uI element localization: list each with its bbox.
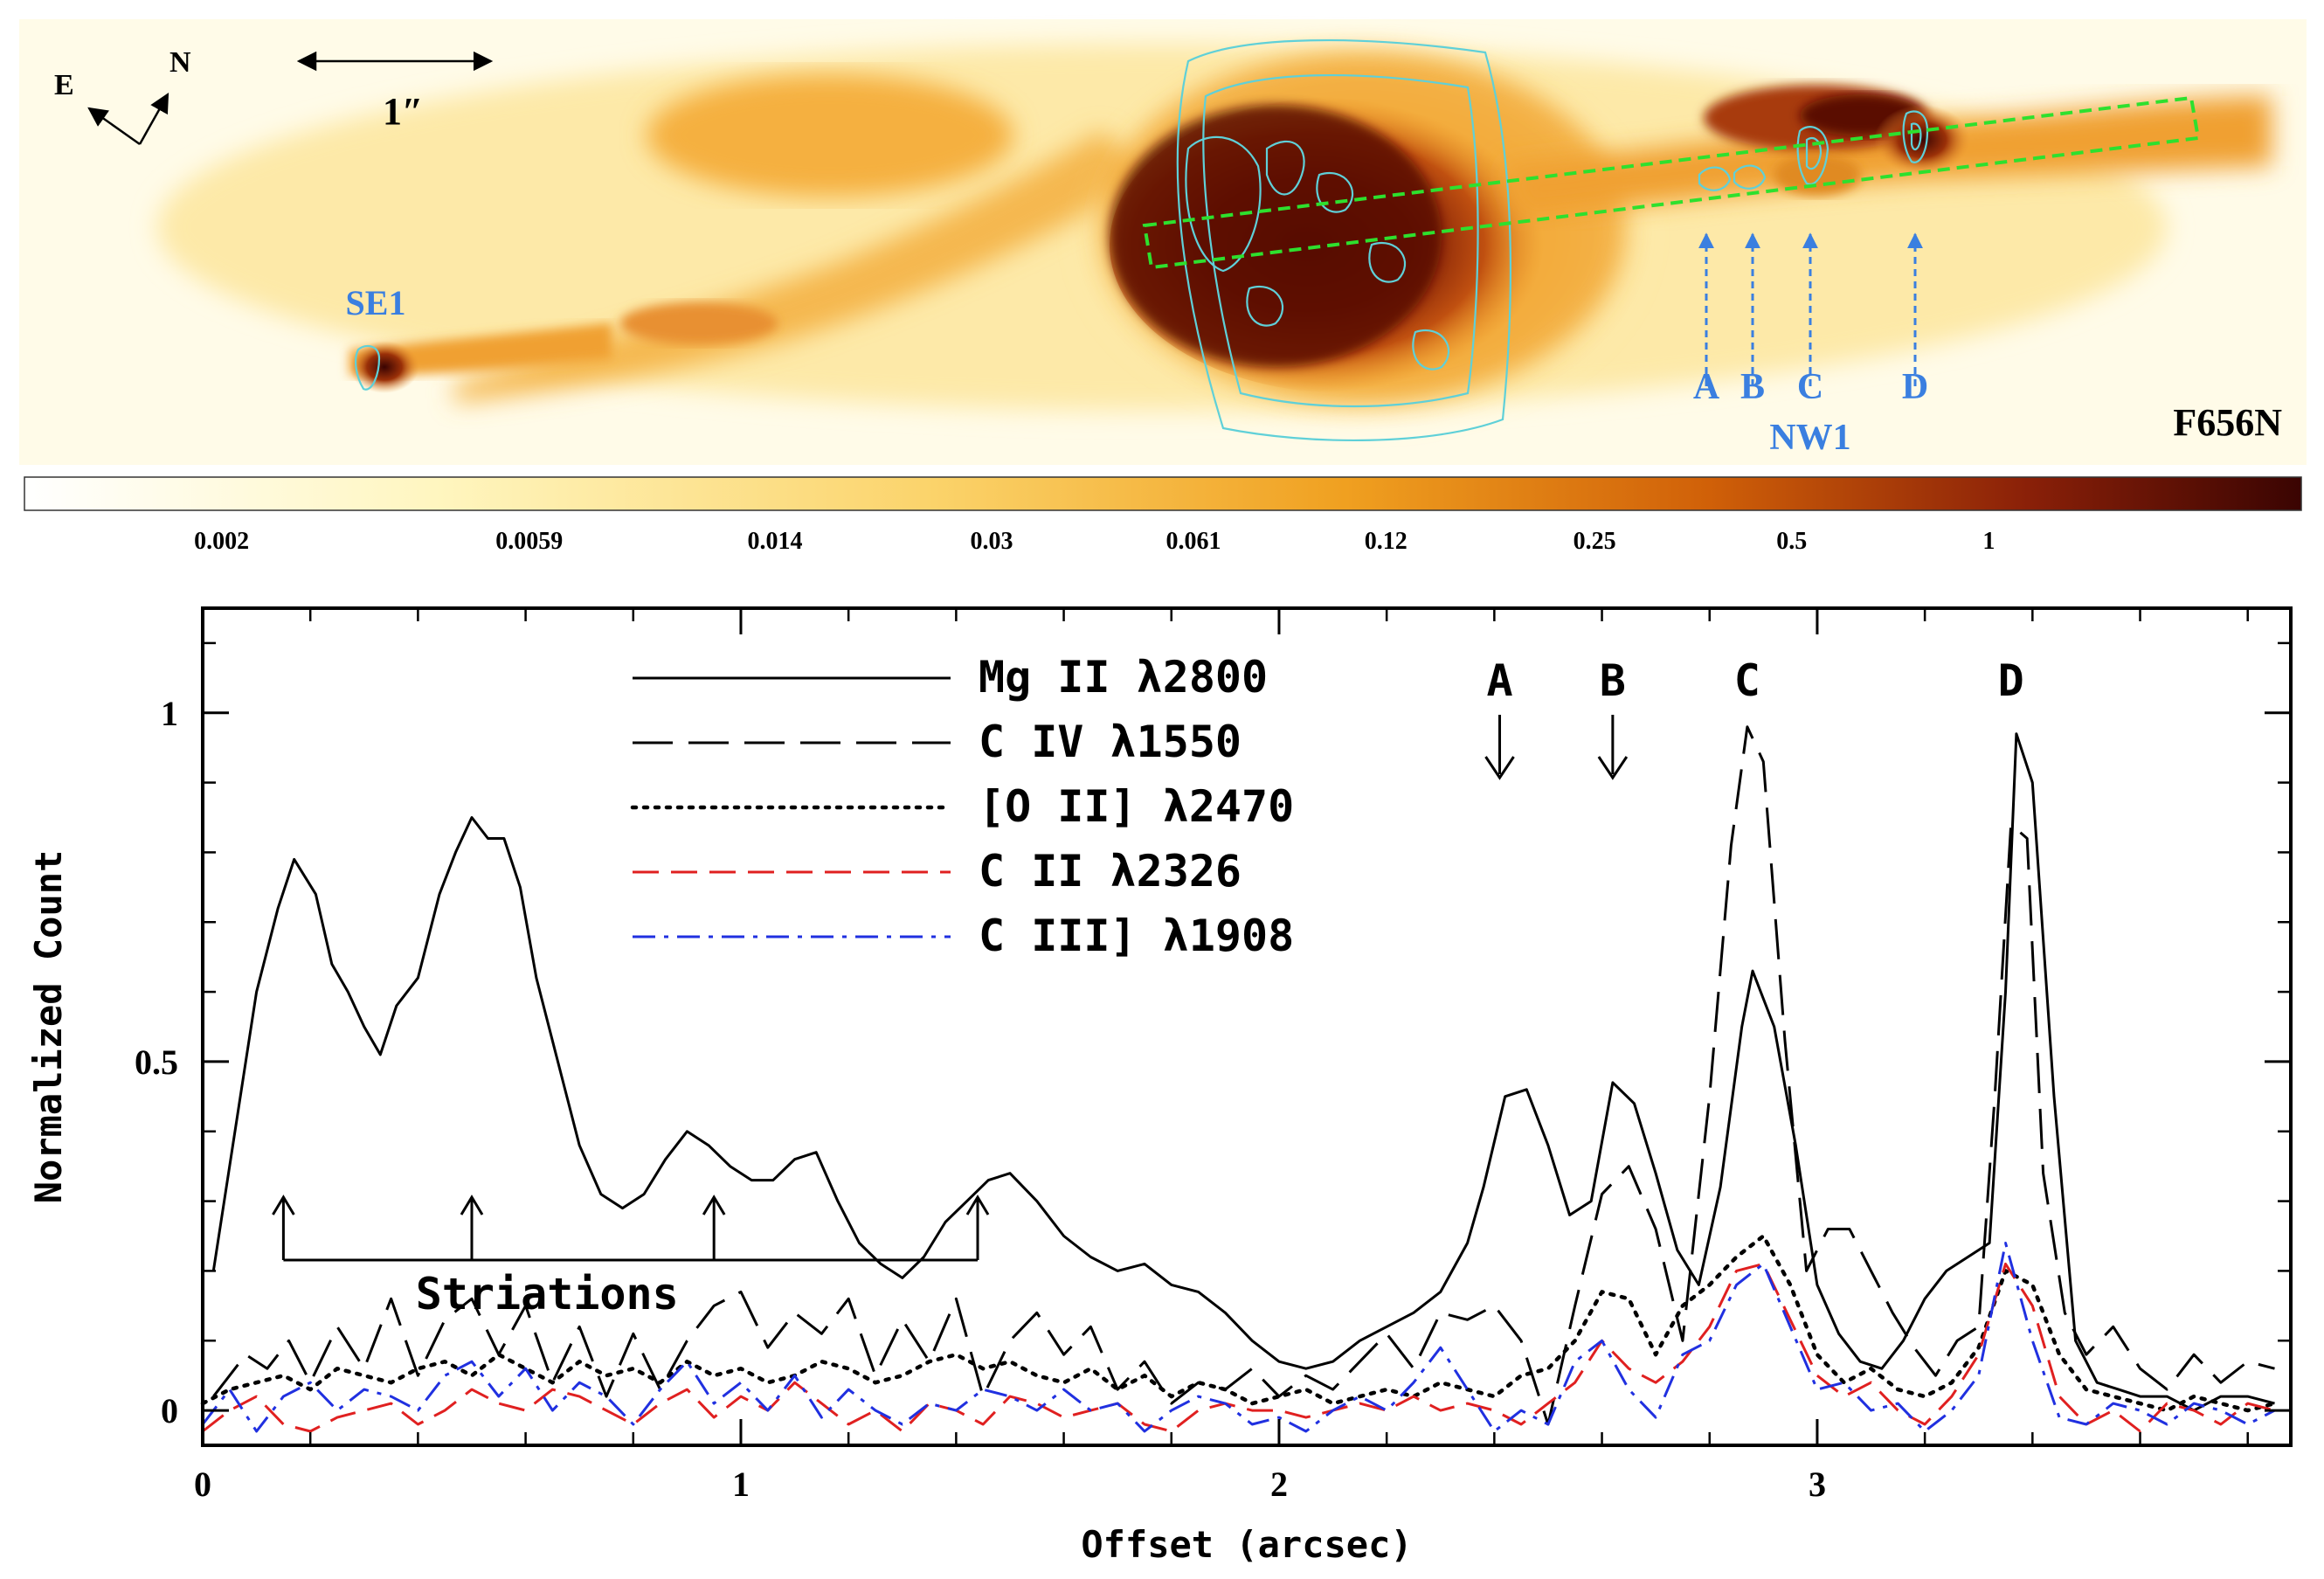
colorbar-tick-label-8: 1: [1982, 528, 1995, 555]
knot-marker-arrowhead-0: [1484, 756, 1515, 780]
series-line-0: [211, 732, 2275, 1412]
series-line-2: [200, 1234, 2277, 1413]
colorbar-tick-label-7: 0.5: [1776, 528, 1807, 555]
compass-north-label: N: [169, 46, 191, 79]
contours: [355, 39, 1929, 441]
y-tick-label-0: 0: [161, 1391, 178, 1430]
striation-arrowhead-0: [272, 1195, 295, 1215]
filter-label: F656N: [2173, 401, 2282, 444]
image-panel: E N 1″ A B C D NW1 SE1 F656N: [19, 19, 2307, 465]
legend-label-3: C II λ2326: [979, 846, 1242, 897]
series-line-4: [201, 1242, 2276, 1433]
emission-map: [157, 44, 2272, 428]
colorbar-tick-label-3: 0.03: [971, 528, 1013, 555]
colorbar-tick-label-1: 0.0059: [495, 528, 563, 555]
colorbar-ticks: 0.002 0.0059 0.014 0.03 0.061 0.12 0.25 0.5 1: [194, 528, 1995, 555]
plot-frame: [201, 606, 2293, 1447]
legend-label-1: C IV λ1550: [979, 717, 1242, 767]
colorbar: 0.002 0.0059 0.014 0.03 0.061 0.12 0.25 0.5 1: [24, 476, 2302, 555]
knot-annotations: A B C D NW1 SE1: [346, 232, 1928, 458]
slit-aperture: [1142, 95, 2201, 270]
scale-bar-label: 1″: [383, 90, 423, 133]
colorbar-tick-label-6: 0.25: [1574, 528, 1616, 555]
striation-arrowhead-1: [460, 1195, 484, 1215]
knot-label-c: C: [1797, 367, 1823, 407]
colorbar-tick-label-0: 0.002: [194, 528, 249, 555]
knot-label-d: D: [1902, 367, 1928, 407]
x-axis-label: Offset (arcsec): [1081, 1523, 1412, 1566]
striation-arrowhead-3: [965, 1195, 990, 1215]
compass-east-label: E: [54, 69, 74, 101]
legend-label-2: [O II] λ2470: [979, 781, 1294, 832]
group-label-nw1: NW1: [1769, 418, 1850, 458]
striations-label: Striations: [416, 1269, 679, 1319]
legend: Mg II λ2800 C IV λ1550 [O II] λ2470 C II λ2…: [630, 652, 1294, 961]
plot-axes: 0 1 2 3 0 0.5 1: [135, 608, 2291, 1504]
series-line-1: [212, 725, 2275, 1426]
striation-arrowhead-2: [702, 1195, 726, 1215]
knot-marker-label-1: B: [1600, 655, 1626, 706]
legend-label-4: C III] λ1908: [979, 911, 1294, 961]
x-tick-label-0: 0: [194, 1465, 211, 1504]
knot-marker-label-0: A: [1486, 655, 1512, 706]
colorbar-tick-label-5: 0.12: [1365, 528, 1408, 555]
x-tick-label-2: 2: [1270, 1465, 1288, 1504]
group-label-se1: SE1: [346, 283, 406, 322]
y-tick-label-2: 1: [161, 694, 178, 733]
x-tick-label-1: 1: [732, 1465, 750, 1504]
legend-label-0: Mg II λ2800: [979, 652, 1268, 703]
x-tick-label-3: 3: [1809, 1465, 1826, 1504]
y-axis-label: Normalized Count: [27, 850, 70, 1204]
knot-label-b: B: [1740, 367, 1765, 407]
colorbar-tick-label-2: 0.014: [747, 528, 802, 555]
knot-marker-label-3: D: [1998, 655, 2024, 706]
knot-marker-label-2: C: [1734, 655, 1760, 706]
compass: E N: [54, 46, 191, 146]
profile-plot: 0 1 2 3 0 0.5 1 Striations A B C D Mg II λ2800 C IV…: [27, 606, 2293, 1566]
knot-marker-arrowhead-1: [1597, 756, 1629, 780]
knot-label-a: A: [1693, 367, 1720, 407]
series-line-3: [202, 1262, 2275, 1433]
colorbar-gradient: [24, 476, 2302, 511]
colorbar-tick-label-4: 0.061: [1166, 528, 1221, 555]
y-tick-label-1: 0.5: [135, 1042, 178, 1082]
plot-annotations: Striations A B C D: [272, 655, 2024, 1319]
plot-series: [200, 725, 2277, 1433]
scale-bar: 1″: [296, 51, 494, 133]
